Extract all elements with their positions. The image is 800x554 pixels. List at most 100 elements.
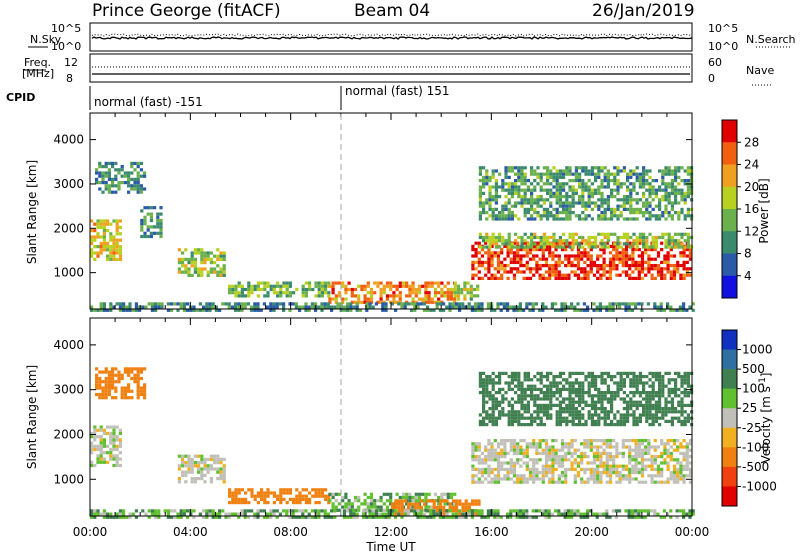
echo-cell	[349, 509, 353, 513]
echo-cell	[680, 232, 684, 236]
echo-cell	[517, 423, 521, 427]
echo-cell	[146, 212, 150, 216]
echo-cell	[127, 174, 131, 178]
echo-cell	[392, 297, 396, 301]
echo-cell	[209, 457, 213, 461]
echo-cell	[631, 439, 635, 443]
echo-cell	[496, 442, 501, 446]
echo-cell	[679, 445, 683, 449]
echo-cell	[536, 378, 540, 382]
echo-cell	[371, 515, 375, 519]
echo-cell	[310, 302, 314, 306]
echo-cell	[523, 172, 527, 176]
echo-cell	[478, 185, 482, 189]
echo-cell	[114, 161, 118, 165]
echo-cell	[526, 394, 530, 398]
echo-cell	[542, 423, 546, 427]
echo-cell	[558, 400, 562, 404]
echo-cell	[669, 241, 673, 245]
echo-cell	[510, 371, 514, 375]
echo-cell	[496, 270, 501, 274]
echo-cell	[626, 419, 630, 423]
echo-cell	[506, 512, 510, 516]
echo-cell	[518, 302, 522, 306]
echo-cell	[613, 175, 617, 179]
echo-cell	[365, 308, 369, 312]
echo-cell	[523, 201, 527, 205]
echo-cell	[576, 464, 581, 468]
echo-cell	[686, 169, 690, 173]
echo-cell	[645, 419, 649, 423]
echo-cell	[535, 448, 539, 452]
echo-cell	[676, 461, 680, 465]
echo-cell	[514, 182, 518, 186]
echo-cell	[560, 471, 565, 475]
echo-cell	[483, 515, 487, 519]
echo-cell	[523, 371, 527, 375]
echo-cell	[374, 512, 378, 516]
echo-cell	[597, 419, 601, 423]
echo-cell	[675, 308, 679, 312]
echo-cell	[584, 182, 588, 186]
echo-cell	[120, 174, 124, 178]
echo-cell	[650, 455, 654, 459]
echo-cell	[564, 455, 568, 459]
echo-cell	[385, 297, 390, 301]
echo-cell	[533, 207, 537, 211]
echo-cell	[608, 251, 613, 255]
echo-cell	[667, 201, 671, 205]
echo-cell	[139, 370, 143, 374]
echo-cell	[478, 211, 482, 215]
echo-cell	[542, 235, 546, 240]
echo-cell	[99, 428, 103, 432]
echo-cell	[320, 294, 324, 298]
echo-cell	[139, 187, 143, 191]
echo-cell	[429, 509, 433, 513]
echo-cell	[95, 168, 99, 172]
echo-cell	[429, 499, 433, 503]
echo-cell	[317, 512, 321, 516]
echo-cell	[589, 445, 593, 449]
echo-cell	[187, 261, 191, 265]
echo-cell	[341, 284, 345, 288]
echo-cell	[514, 400, 518, 404]
echo-cell	[234, 305, 238, 309]
echo-cell	[353, 495, 358, 500]
colorbar-tick-label: 24	[744, 158, 759, 172]
echo-cell	[589, 477, 593, 481]
echo-cell	[378, 515, 382, 519]
echo-cell	[581, 384, 585, 388]
echo-cell	[458, 302, 462, 306]
echo-cell	[669, 439, 673, 443]
echo-cell	[231, 494, 235, 498]
echo-cell	[519, 248, 523, 252]
echo-cell	[608, 270, 613, 274]
echo-cell	[320, 488, 324, 492]
echo-cell	[586, 509, 590, 513]
echo-cell	[574, 407, 578, 411]
echo-cell	[208, 308, 212, 312]
echo-cell	[488, 188, 492, 192]
echo-cell	[149, 212, 153, 216]
echo-cell	[510, 204, 514, 208]
echo-cell	[520, 400, 524, 404]
echo-cell	[114, 389, 118, 393]
echo-cell	[600, 182, 604, 186]
echo-cell	[691, 308, 695, 312]
echo-cell	[587, 410, 591, 414]
echo-cell	[451, 515, 455, 519]
echo-cell	[512, 267, 517, 271]
echo-cell	[682, 480, 686, 484]
echo-cell	[551, 448, 555, 452]
echo-cell	[206, 254, 210, 258]
echo-cell	[682, 273, 686, 277]
echo-cell	[610, 397, 614, 401]
echo-cell	[618, 251, 622, 255]
echo-cell	[644, 251, 648, 255]
echo-cell	[599, 458, 603, 462]
echo-cell	[645, 172, 649, 176]
echo-cell	[320, 308, 324, 312]
echo-cell	[474, 467, 478, 471]
echo-cell	[523, 239, 527, 243]
echo-cell	[596, 244, 600, 248]
